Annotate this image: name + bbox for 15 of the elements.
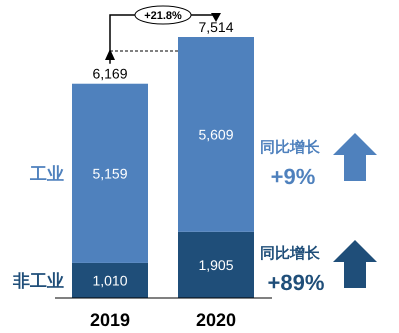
data-label: 5,159 [92,165,128,182]
text: +21.8% [144,10,182,22]
data-label: 1,905 [198,256,234,273]
data-label: 1,010 [92,272,128,288]
x-tick-label: 2019 [90,310,130,330]
total-label: 6,169 [92,66,128,82]
series-label: 工业 [29,164,64,184]
series-label: 非工业 [12,271,64,290]
total-label: 7,514 [198,19,234,35]
annotation: 同比增长 [260,139,321,156]
annotation: +9% [270,164,316,189]
annotation: +89% [268,270,324,295]
annotation: 同比增长 [260,245,321,262]
x-tick-label: 2020 [196,310,236,330]
data-label: 5,609 [198,126,234,142]
